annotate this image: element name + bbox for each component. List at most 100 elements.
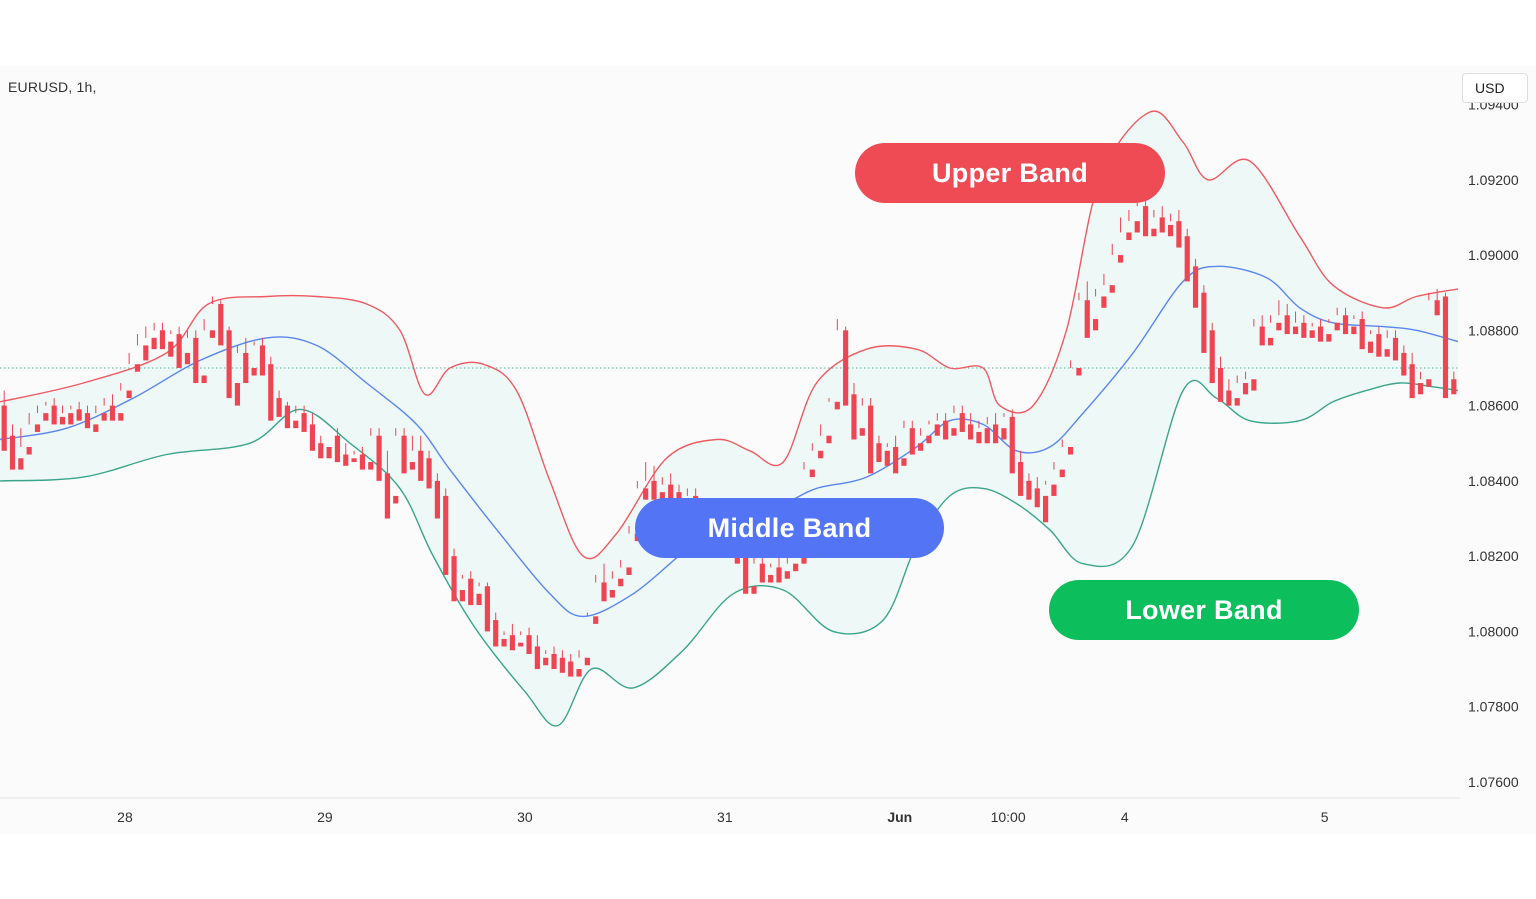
candle (1192, 258, 1199, 308)
candle (234, 345, 241, 406)
price-axis[interactable]: 1.094001.092001.090001.088001.086001.084… (1468, 97, 1519, 790)
candle (143, 326, 149, 361)
candle-body (768, 574, 774, 583)
candle (59, 405, 66, 425)
candle (151, 322, 157, 350)
candle (1217, 356, 1224, 402)
time-tick-label: 30 (517, 809, 533, 825)
currency-button[interactable]: USD (1462, 73, 1528, 103)
candle (668, 473, 674, 500)
candle-body (576, 669, 582, 677)
candle-body (226, 330, 232, 399)
candle-body (626, 567, 632, 575)
candle-body (609, 590, 615, 598)
time-tick-label: Jun (887, 809, 912, 825)
candle (401, 428, 407, 474)
candle-body (801, 556, 807, 564)
candle (1068, 360, 1074, 455)
candle (1384, 330, 1390, 357)
candle-body (134, 364, 141, 372)
candle (968, 413, 974, 440)
candle-body (59, 416, 66, 425)
candle-body (368, 462, 374, 470)
candle-body (968, 424, 974, 440)
candle (1018, 450, 1024, 496)
candle (1209, 322, 1215, 384)
candle (551, 646, 557, 670)
candle (934, 413, 940, 436)
candle-body (884, 450, 890, 466)
candle-body (1284, 315, 1290, 335)
candle (576, 650, 582, 677)
candle (376, 428, 382, 481)
candle-body (668, 484, 674, 500)
candle-body (93, 424, 99, 432)
price-tick-label: 1.08800 (1468, 322, 1519, 338)
candle (9, 424, 16, 470)
candle (318, 435, 324, 459)
candle-body (359, 454, 365, 470)
candle-body (834, 401, 840, 410)
candle (309, 413, 316, 451)
candle (476, 582, 482, 606)
candle (918, 428, 924, 451)
candle (651, 465, 657, 500)
candle (468, 571, 474, 606)
price-tick-label: 1.07600 (1468, 774, 1519, 790)
candle-body (1201, 292, 1207, 353)
candle (534, 635, 540, 670)
candle-body (743, 552, 749, 594)
candle (1001, 413, 1007, 440)
candle-body (1076, 367, 1082, 376)
candle-body (476, 593, 482, 606)
candle-body (468, 578, 474, 606)
candle (276, 390, 282, 417)
candle-body (1392, 337, 1399, 361)
candle (159, 322, 166, 350)
candle-body (1234, 398, 1240, 406)
candle-body (1109, 285, 1115, 293)
candle-body (318, 443, 324, 459)
candle-body (1034, 488, 1040, 508)
candle-body (793, 563, 799, 572)
time-tick-label: 28 (117, 809, 133, 825)
candle-body (1334, 322, 1340, 331)
candle (1401, 345, 1407, 376)
candle (351, 450, 357, 463)
candle (134, 334, 141, 372)
candle (951, 405, 957, 436)
candle-body (584, 657, 590, 666)
candle-body (1434, 300, 1440, 316)
price-tick-label: 1.09000 (1468, 247, 1519, 263)
candle-body (484, 586, 490, 632)
candle (501, 631, 507, 647)
candle (1359, 311, 1365, 350)
candle-body (1, 405, 7, 451)
time-tick-label: 5 (1321, 809, 1329, 825)
candle-body (151, 337, 157, 350)
candle (34, 405, 41, 432)
middle-band-label: Middle Band (635, 498, 944, 558)
candle-body (1043, 495, 1049, 523)
candle-body (1242, 383, 1249, 395)
candle-body (434, 480, 440, 519)
candle (1301, 315, 1307, 338)
candle (218, 300, 224, 346)
candle-body (1401, 352, 1407, 376)
candle-body (1134, 221, 1140, 233)
candle (1167, 213, 1174, 237)
candle (226, 326, 232, 399)
candle-body (1026, 480, 1032, 500)
candle-body (126, 390, 132, 399)
candle (1059, 439, 1065, 478)
candle (459, 574, 465, 602)
candle-body (209, 330, 216, 338)
candle-body (243, 352, 249, 384)
time-axis[interactable]: 28 29 30 31 Jun 10:00 4 5 (117, 809, 1329, 825)
candle (809, 443, 815, 478)
candle-body (26, 447, 32, 455)
candle (93, 405, 99, 432)
candle (768, 563, 774, 583)
candle-body (84, 413, 91, 429)
